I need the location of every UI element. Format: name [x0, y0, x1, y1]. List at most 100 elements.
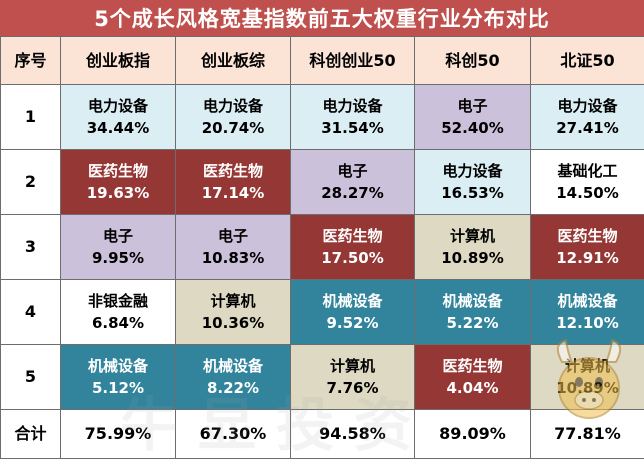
- header-chinext-composite: 创业板综: [176, 37, 291, 85]
- industry-weight: 34.44%: [61, 117, 175, 139]
- industry-name: 电子: [61, 225, 175, 247]
- industry-name: 电力设备: [291, 95, 414, 117]
- header-bse-50: 北证50: [531, 37, 644, 85]
- industry-name: 医药生物: [531, 225, 644, 247]
- industry-name: 机械设备: [531, 290, 644, 312]
- industry-name: 电力设备: [531, 95, 644, 117]
- industry-weight: 10.89%: [415, 247, 530, 269]
- industry-weight: 27.41%: [531, 117, 644, 139]
- industry-name: 计算机: [531, 355, 644, 377]
- total-value: 67.30%: [176, 410, 291, 459]
- header-index: 序号: [1, 37, 61, 85]
- header-row: 序号 创业板指 创业板综 科创创业50 科创50 北证50: [1, 37, 644, 85]
- industry-name: 医药生物: [61, 160, 175, 182]
- industry-name: 电子: [291, 160, 414, 182]
- industry-weight: 16.53%: [415, 182, 530, 204]
- industry-weight: 9.95%: [61, 247, 175, 269]
- industry-name: 机械设备: [176, 355, 290, 377]
- industry-weight: 12.91%: [531, 247, 644, 269]
- industry-weight: 20.74%: [176, 117, 290, 139]
- industry-weight: 9.52%: [291, 312, 414, 334]
- row-index: 3: [1, 215, 61, 280]
- industry-name: 医药生物: [291, 225, 414, 247]
- total-value: 75.99%: [61, 410, 176, 459]
- industry-name: 计算机: [176, 290, 290, 312]
- industry-name: 非银金融: [61, 290, 175, 312]
- industry-name: 电力设备: [61, 95, 175, 117]
- header-star-50: 科创50: [415, 37, 531, 85]
- industry-weight: 10.36%: [176, 312, 290, 334]
- table-title: 5个成长风格宽基指数前五大权重行业分布对比: [0, 0, 644, 36]
- industry-weight: 5.22%: [415, 312, 530, 334]
- industry-name: 计算机: [415, 225, 530, 247]
- industry-name: 基础化工: [531, 160, 644, 182]
- industry-weight: 17.50%: [291, 247, 414, 269]
- industry-weight: 52.40%: [415, 117, 530, 139]
- industry-name: 电子: [176, 225, 290, 247]
- industry-name: 医药生物: [176, 160, 290, 182]
- header-star-chinext-50: 科创创业50: [291, 37, 415, 85]
- total-value: 77.81%: [531, 410, 644, 459]
- industry-weight: 14.50%: [531, 182, 644, 204]
- total-label: 合计: [1, 410, 61, 459]
- industry-name: 计算机: [291, 355, 414, 377]
- industry-weight: 12.10%: [531, 312, 644, 334]
- total-value: 89.09%: [415, 410, 531, 459]
- industry-name: 电子: [415, 95, 530, 117]
- industry-name: 医药生物: [415, 355, 530, 377]
- row-index: 4: [1, 280, 61, 345]
- industry-weight: 31.54%: [291, 117, 414, 139]
- row-index: 1: [1, 85, 61, 150]
- row-index: 2: [1, 150, 61, 215]
- industry-weight: 4.04%: [415, 377, 530, 399]
- row-index: 5: [1, 345, 61, 410]
- industry-weight: 10.89%: [531, 377, 644, 399]
- industry-weight: 6.84%: [61, 312, 175, 334]
- industry-weight: 5.12%: [61, 377, 175, 399]
- total-value: 94.58%: [291, 410, 415, 459]
- industry-weight: 19.63%: [61, 182, 175, 204]
- industry-name: 机械设备: [415, 290, 530, 312]
- industry-name: 电力设备: [415, 160, 530, 182]
- industry-weight: 10.83%: [176, 247, 290, 269]
- industry-name: 电力设备: [176, 95, 290, 117]
- industry-weight: 28.27%: [291, 182, 414, 204]
- industry-name: 机械设备: [61, 355, 175, 377]
- industry-weight: 8.22%: [176, 377, 290, 399]
- industry-weight: 7.76%: [291, 377, 414, 399]
- industry-weight: 17.14%: [176, 182, 290, 204]
- industry-name: 机械设备: [291, 290, 414, 312]
